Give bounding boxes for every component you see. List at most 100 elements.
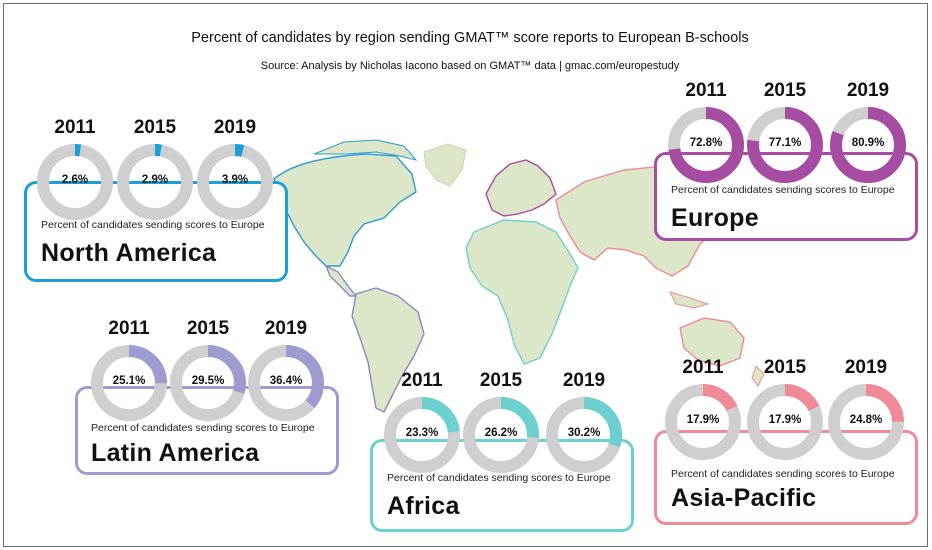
donut-slice-ap-2019 bbox=[828, 384, 904, 460]
donut-ring bbox=[170, 345, 246, 421]
donut-year-label: 2019 bbox=[844, 357, 888, 378]
panel-latin-america bbox=[75, 386, 339, 475]
map-central-america bbox=[324, 264, 358, 297]
donut-slice-na-2015 bbox=[117, 144, 193, 220]
donut-ap-2015: 17.9% 2015 bbox=[747, 357, 823, 460]
donut-ring bbox=[463, 397, 539, 473]
world-map bbox=[273, 139, 765, 413]
donut-value-label: 29.5% bbox=[191, 375, 225, 387]
donut-year-label: 2019 bbox=[846, 80, 890, 101]
donut-ring bbox=[747, 107, 823, 183]
caption-north-america: Percent of candidates sending scores to … bbox=[41, 219, 265, 231]
donut-value-label: 36.4% bbox=[269, 375, 303, 387]
donut-year-label: 2019 bbox=[562, 370, 606, 391]
donut-value-label: 3.9% bbox=[221, 174, 249, 186]
donut-slice-eu-2011 bbox=[668, 107, 744, 183]
donut-eu-2015: 77.1% 2015 bbox=[747, 80, 823, 183]
region-name-latin-america: Latin America bbox=[91, 439, 260, 467]
donut-ring bbox=[197, 144, 273, 220]
map-europe bbox=[485, 159, 557, 217]
caption-europe: Percent of candidates sending scores to … bbox=[671, 184, 895, 196]
donut-slice-la-2015 bbox=[170, 345, 246, 421]
caption-latin-america: Percent of candidates sending scores to … bbox=[91, 422, 315, 434]
donut-eu-2019: 80.9% 2019 bbox=[830, 80, 906, 183]
donut-ring bbox=[91, 345, 167, 421]
caption-asia-pacific: Percent of candidates sending scores to … bbox=[671, 468, 895, 480]
donut-slice-eu-2015 bbox=[747, 107, 823, 183]
donut-slice-eu-2019 bbox=[830, 107, 906, 183]
donut-value-label: 24.8% bbox=[849, 414, 883, 426]
source-line: Source: Analysis by Nicholas Iacono base… bbox=[260, 60, 680, 72]
donut-year-label: 2015 bbox=[133, 117, 177, 138]
donut-slice-la-2011 bbox=[91, 345, 167, 421]
donut-year-label: 2019 bbox=[213, 117, 257, 138]
donut-ring bbox=[384, 397, 460, 473]
donut-value-label: 2.6% bbox=[61, 174, 89, 186]
donut-la-2015: 29.5% 2015 bbox=[170, 318, 246, 421]
donut-ring bbox=[546, 397, 622, 473]
donut-year-label: 2015 bbox=[186, 318, 230, 339]
donut-la-2011: 25.1% 2011 bbox=[91, 318, 167, 421]
donut-slice-ap-2011 bbox=[665, 384, 741, 460]
donut-slice-af-2011 bbox=[384, 397, 460, 473]
infographic-frame: Percent of candidates by region sending … bbox=[3, 3, 928, 547]
donut-af-2019: 30.2% 2019 bbox=[546, 370, 622, 473]
donut-value-label: 17.9% bbox=[686, 414, 720, 426]
map-greenland bbox=[423, 143, 467, 187]
caption-africa: Percent of candidates sending scores to … bbox=[387, 472, 611, 484]
donut-ap-2011: 17.9% 2011 bbox=[665, 357, 741, 460]
map-north-america bbox=[273, 153, 417, 267]
donut-af-2015: 26.2% 2015 bbox=[463, 370, 539, 473]
donut-ring bbox=[830, 107, 906, 183]
donut-year-label: 2011 bbox=[108, 318, 150, 339]
donut-value-label: 77.1% bbox=[768, 137, 802, 149]
donut-value-label: 26.2% bbox=[484, 427, 518, 439]
donut-ring bbox=[747, 384, 823, 460]
donut-slice-af-2015 bbox=[463, 397, 539, 473]
donut-ring bbox=[668, 107, 744, 183]
region-name-asia-pacific: Asia-Pacific bbox=[671, 484, 817, 512]
donut-value-label: 17.9% bbox=[768, 414, 802, 426]
donut-af-2011: 23.3% 2011 bbox=[384, 370, 460, 473]
map-south-america bbox=[351, 287, 425, 413]
donut-na-2015: 2.9% 2015 bbox=[117, 117, 193, 220]
donut-ring bbox=[665, 384, 741, 460]
donut-slice-na-2019 bbox=[197, 144, 273, 220]
donut-year-label: 2011 bbox=[685, 80, 727, 101]
map-indonesia bbox=[669, 291, 710, 309]
donut-slice-la-2019 bbox=[248, 345, 324, 421]
donut-la-2019: 36.4% 2019 bbox=[248, 318, 324, 421]
donut-year-label: 2011 bbox=[54, 117, 96, 138]
map-canada-north bbox=[313, 139, 418, 161]
panel-north-america bbox=[24, 181, 288, 282]
region-name-north-america: North America bbox=[41, 239, 217, 267]
donut-na-2011: 2.6% 2011 bbox=[37, 117, 113, 220]
donut-year-label: 2015 bbox=[479, 370, 523, 391]
donut-year-label: 2015 bbox=[763, 80, 807, 101]
panel-europe bbox=[654, 152, 918, 241]
donut-year-label: 2011 bbox=[682, 357, 724, 378]
donut-year-label: 2019 bbox=[264, 318, 308, 339]
region-name-europe: Europe bbox=[671, 204, 759, 232]
panel-africa bbox=[370, 439, 634, 532]
donut-eu-2011: 72.8% 2011 bbox=[668, 80, 744, 183]
donut-value-label: 30.2% bbox=[567, 427, 601, 439]
donut-ap-2019: 24.8% 2019 bbox=[828, 357, 904, 460]
donut-slice-af-2019 bbox=[546, 397, 622, 473]
donut-value-label: 25.1% bbox=[112, 375, 146, 387]
donut-ring bbox=[117, 144, 193, 220]
donut-value-label: 23.3% bbox=[405, 427, 439, 439]
chart-title: Percent of candidates by region sending … bbox=[191, 30, 749, 46]
map-new-zealand bbox=[751, 365, 765, 387]
donut-value-label: 2.9% bbox=[141, 174, 169, 186]
donut-year-label: 2011 bbox=[401, 370, 443, 391]
donut-na-2019: 3.9% 2019 bbox=[197, 117, 273, 220]
map-australia bbox=[679, 317, 745, 367]
donut-slice-ap-2015 bbox=[747, 384, 823, 460]
donut-slice-na-2011 bbox=[37, 144, 113, 220]
donut-value-label: 72.8% bbox=[689, 137, 723, 149]
donut-ring bbox=[828, 384, 904, 460]
donut-value-label: 80.9% bbox=[851, 137, 885, 149]
donut-year-label: 2015 bbox=[763, 357, 807, 378]
donut-ring bbox=[248, 345, 324, 421]
